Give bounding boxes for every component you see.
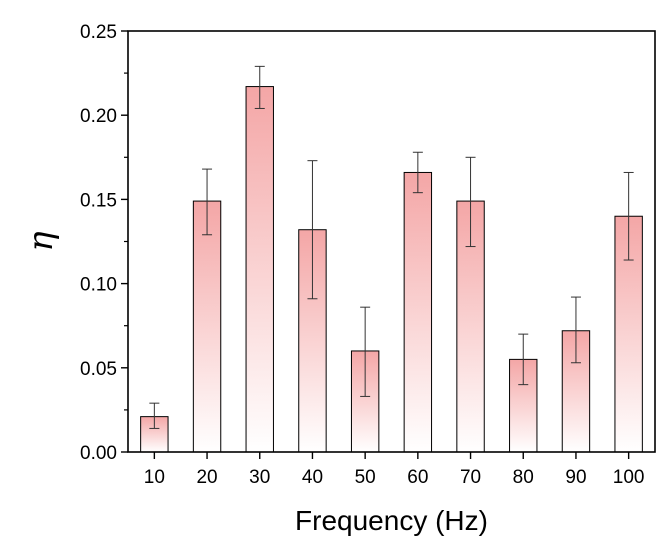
error-bar-70hz bbox=[465, 156, 476, 248]
error-bar-100hz bbox=[623, 171, 634, 261]
bar-60hz bbox=[403, 171, 433, 453]
x-tick-label: 50 bbox=[355, 467, 376, 488]
error-bar-50hz bbox=[360, 306, 371, 397]
error-bar-10hz bbox=[149, 402, 160, 429]
y-tick-label: 0.05 bbox=[80, 359, 117, 380]
y-tick-label: 0.20 bbox=[80, 106, 117, 127]
y-tick-label: 0.15 bbox=[80, 190, 117, 211]
x-tick-label: 90 bbox=[565, 467, 586, 488]
y-tick-label: 0.00 bbox=[80, 443, 117, 464]
y-axis: 0.00 0.05 0.10 0.15 0.20 0.25 bbox=[80, 22, 128, 464]
error-bar-40hz bbox=[307, 160, 318, 300]
x-tick-label: 30 bbox=[249, 467, 270, 488]
y-tick-label: 0.10 bbox=[80, 275, 117, 296]
bar-30hz bbox=[245, 86, 274, 453]
error-bar-80hz bbox=[518, 333, 529, 386]
bars-layer bbox=[140, 86, 643, 453]
error-bar-20hz bbox=[202, 168, 213, 236]
bar-20hz bbox=[192, 200, 222, 453]
x-tick-label: 20 bbox=[196, 467, 217, 488]
error-bars-layer bbox=[149, 65, 634, 429]
x-tick-label: 80 bbox=[513, 467, 534, 488]
x-tick-label: 100 bbox=[613, 467, 645, 488]
error-bar-60hz bbox=[412, 151, 423, 194]
x-tick-label: 70 bbox=[460, 467, 481, 488]
error-bar-90hz bbox=[570, 296, 581, 364]
bar-70hz bbox=[456, 200, 485, 453]
y-axis-title: η bbox=[21, 231, 61, 252]
x-tick-label: 10 bbox=[144, 467, 165, 488]
x-tick-label: 40 bbox=[302, 467, 323, 488]
x-axis: 10 20 30 40 50 60 70 80 90 100 bbox=[144, 452, 645, 488]
y-tick-label: 0.25 bbox=[80, 22, 117, 43]
x-axis-title: Frequency (Hz) bbox=[295, 505, 488, 536]
error-bar-30hz bbox=[254, 65, 265, 109]
x-tick-label: 60 bbox=[407, 467, 428, 488]
